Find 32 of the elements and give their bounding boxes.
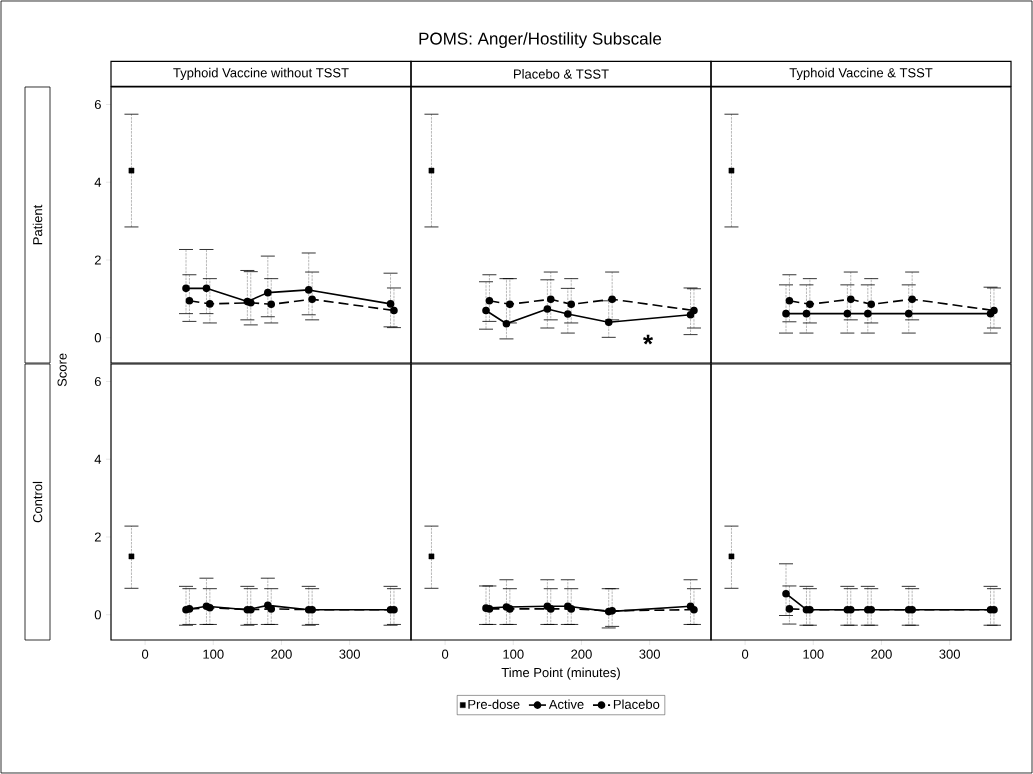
x-tick-label: 100 [203, 649, 224, 659]
legend-label: Active [548, 699, 584, 709]
x-tick-label: 0 [441, 649, 449, 659]
y-tick-label: 6 [94, 376, 101, 387]
y-axis-title: Score [57, 353, 67, 387]
chart-title: POMS: Anger/Hostility Subscale [419, 32, 662, 49]
y-tick-label: 4 [94, 454, 102, 464]
x-axis-title: Time Point (minutes) [501, 667, 620, 680]
x-tick-label: 200 [871, 649, 892, 659]
x-tick-label: 200 [271, 649, 292, 659]
x-tick-label: 100 [803, 649, 824, 659]
text: Control [32, 481, 43, 523]
legend-label: Placebo [613, 699, 660, 709]
text: Patient [32, 204, 43, 245]
chart-subtitle: Placebo & TSST [514, 69, 609, 79]
annotation: * [643, 334, 654, 345]
x-tick-label: 300 [639, 649, 660, 659]
y-tick-label: 2 [94, 255, 101, 265]
x-tick-label: 200 [571, 649, 592, 659]
chart-subtitle: Typhoid Vaccine & TSST [789, 67, 933, 80]
x-tick-label: 0 [141, 649, 149, 659]
x-tick-label: 0 [741, 649, 749, 659]
x-tick-label: 100 [503, 649, 524, 659]
y-tick-label: 0 [94, 610, 101, 620]
legend-label: Pre-dose [468, 699, 520, 709]
y-tick-label: 6 [94, 99, 101, 110]
x-tick-label: 300 [939, 649, 960, 659]
y-tick-label: 0 [94, 333, 101, 343]
y-tick-label: 2 [94, 532, 101, 542]
x-tick-label: 300 [339, 649, 360, 659]
y-tick-label: 4 [94, 177, 102, 187]
chart-subtitle: Typhoid Vaccine without TSST [173, 67, 349, 80]
